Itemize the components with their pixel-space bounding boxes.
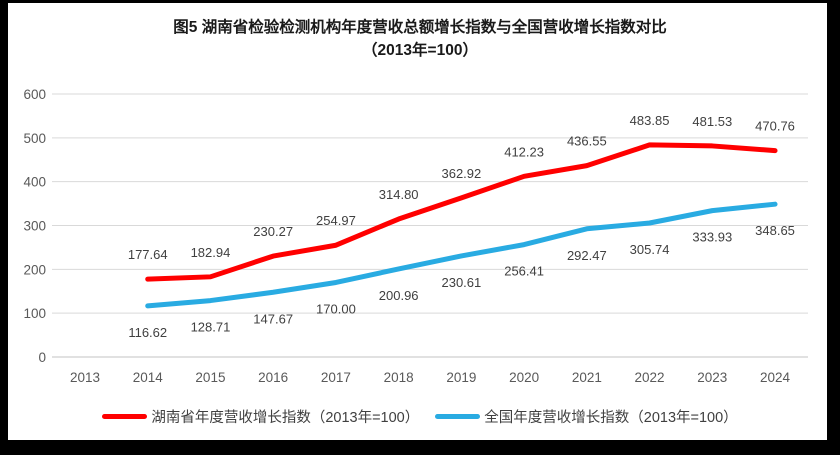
legend-label-national: 全国年度营收增长指数（2013年=100） xyxy=(484,409,738,426)
y-axis-tick-label: 200 xyxy=(23,262,46,277)
data-label: 314.80 xyxy=(379,187,419,202)
data-label: 348.65 xyxy=(755,223,795,238)
legend-swatch-national xyxy=(435,413,481,419)
chart-title-line1: 图5 湖南省检验检测机构年度营收总额增长指数与全国营收增长指数对比 xyxy=(173,19,667,36)
chart-title-line2: （2013年=100） xyxy=(362,42,478,59)
chart-title: 图5 湖南省检验检测机构年度营收总额增长指数与全国营收增长指数对比 （2013年… xyxy=(0,16,840,62)
legend: 湖南省年度营收增长指数（2013年=100） 全国年度营收增长指数（2013年=… xyxy=(0,406,840,426)
data-label: 256.41 xyxy=(504,264,544,279)
x-axis-tick-label: 2017 xyxy=(321,370,351,385)
data-label: 177.64 xyxy=(128,247,168,262)
y-axis-tick-label: 300 xyxy=(23,219,46,234)
data-label: 182.94 xyxy=(191,245,231,260)
x-axis-tick-label: 2014 xyxy=(133,370,164,385)
data-label: 292.47 xyxy=(567,248,607,263)
x-axis-tick-label: 2023 xyxy=(697,370,727,385)
x-axis-tick-label: 2018 xyxy=(384,370,414,385)
data-label: 470.76 xyxy=(755,119,795,134)
data-label: 362.92 xyxy=(441,166,481,181)
x-axis-tick-label: 2024 xyxy=(760,370,791,385)
data-label: 230.27 xyxy=(253,224,293,239)
data-label: 305.74 xyxy=(630,242,670,257)
x-axis-tick-label: 2022 xyxy=(635,370,665,385)
x-axis-tick-label: 2021 xyxy=(572,370,602,385)
x-axis-tick-label: 2016 xyxy=(258,370,288,385)
data-label: 230.61 xyxy=(441,275,481,290)
y-axis-tick-label: 400 xyxy=(23,175,46,190)
legend-label-hunan: 湖南省年度营收增长指数（2013年=100） xyxy=(151,409,420,426)
data-label: 483.85 xyxy=(630,113,670,128)
legend-item-hunan: 湖南省年度营收增长指数（2013年=100） xyxy=(102,406,419,427)
legend-item-national: 全国年度营收增长指数（2013年=100） xyxy=(435,406,738,427)
y-axis-tick-label: 600 xyxy=(23,87,46,102)
data-label: 200.96 xyxy=(379,288,419,303)
data-label: 254.97 xyxy=(316,213,356,228)
x-axis-tick-label: 2020 xyxy=(509,370,539,385)
legend-swatch-hunan xyxy=(102,413,148,419)
data-label: 170.00 xyxy=(316,301,356,316)
y-axis-tick-label: 500 xyxy=(23,131,46,146)
data-label: 333.93 xyxy=(692,230,732,245)
series-line-0 xyxy=(145,142,778,282)
y-axis-tick-label: 100 xyxy=(23,306,46,321)
data-label: 412.23 xyxy=(504,144,544,159)
data-label: 147.67 xyxy=(253,311,293,326)
y-axis-tick-label: 0 xyxy=(38,350,46,365)
x-axis-tick-label: 2015 xyxy=(195,370,225,385)
data-label: 116.62 xyxy=(128,325,167,340)
x-axis-tick-label: 2019 xyxy=(446,370,476,385)
data-label: 128.71 xyxy=(191,320,231,335)
data-label: 436.55 xyxy=(567,134,607,149)
data-label: 481.53 xyxy=(692,114,732,129)
x-axis-tick-label: 2013 xyxy=(70,370,100,385)
series-line-1 xyxy=(145,201,778,309)
